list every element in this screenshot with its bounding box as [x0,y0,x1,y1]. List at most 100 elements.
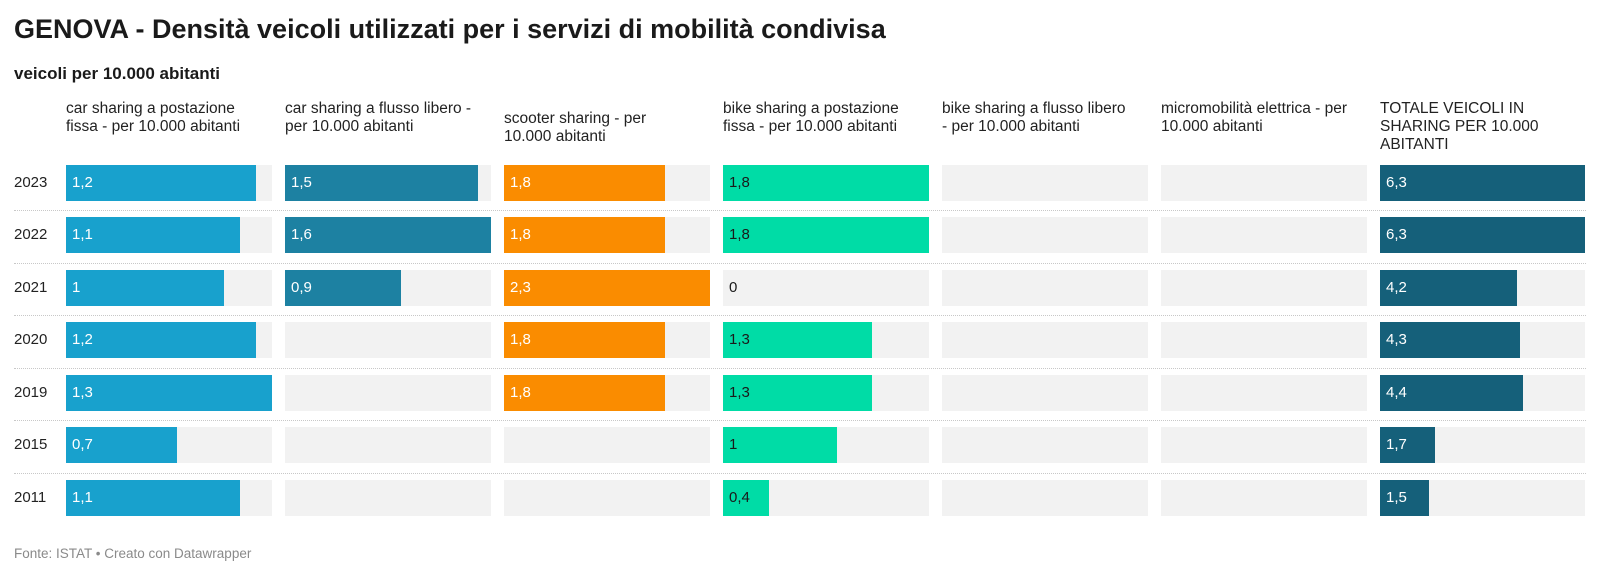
data-label: 1,5 [1386,489,1407,506]
row-separator [14,420,1586,421]
chart-subtitle: veicoli per 10.000 abitanti [14,64,220,83]
bar [66,427,177,463]
data-label: 0,7 [72,436,93,453]
data-label: 1,8 [729,174,750,191]
bar [504,322,665,358]
bar-track [285,375,491,411]
column-header: bike sharing a flusso libero - per 10.00… [942,100,1126,135]
bar-track [1161,217,1367,253]
bar-track [942,480,1148,516]
bar [723,427,837,463]
bar-track [1161,165,1367,201]
data-label: 1,8 [729,226,750,243]
bar [504,270,710,306]
year-label: 2022 [14,226,48,243]
bar-track [285,480,491,516]
bar [504,165,665,201]
data-label: 1,1 [72,226,93,243]
data-label: 1,5 [291,174,312,191]
bar-track [504,480,710,516]
bar-track [1161,427,1367,463]
bar [1380,480,1429,516]
bar [1380,165,1585,201]
column-header: car sharing a postazione fissa - per 10.… [66,100,241,135]
data-label: 1,8 [510,384,531,401]
bar [1380,270,1517,306]
bar-track [942,427,1148,463]
bar [66,375,272,411]
bar [285,270,401,306]
bar-track [723,270,929,306]
bar [285,217,491,253]
bar [723,480,769,516]
bar [723,217,929,253]
bar-track [942,322,1148,358]
data-label: 1 [72,279,81,296]
source-footer: Fonte: ISTAT • Creato con Datawrapper [14,546,252,561]
year-label: 2019 [14,384,48,401]
data-label: 4,4 [1386,384,1407,401]
year-label: 2015 [14,436,48,453]
column-header: scooter sharing - per 10.000 abitanti [504,110,647,145]
data-label: 1,6 [291,226,312,243]
bar [66,165,256,201]
bar [1380,217,1585,253]
year-label: 2023 [14,174,48,191]
data-label: 1,3 [729,384,750,401]
bar-track [942,217,1148,253]
column-header: TOTALE VEICOLI IN SHARING PER 10.000 ABI… [1380,100,1539,153]
bar [66,217,240,253]
bar [1380,427,1435,463]
row-separator [14,263,1586,264]
bar [66,270,224,306]
row-separator [14,473,1586,474]
row-separator [14,368,1586,369]
bar [1380,322,1520,358]
bar-track [1161,322,1367,358]
bar-track [1161,270,1367,306]
bar-track [504,427,710,463]
bar [504,217,665,253]
bar [285,165,478,201]
bar-track [1161,375,1367,411]
data-label: 6,3 [1386,226,1407,243]
data-label: 0,4 [729,489,750,506]
bar [66,322,256,358]
data-label: 1,8 [510,331,531,348]
data-label: 1,2 [72,174,93,191]
year-label: 2011 [14,489,47,506]
data-label: 6,3 [1386,174,1407,191]
column-header: micromobilità elettrica - per 10.000 abi… [1161,100,1348,135]
data-label: 4,2 [1386,279,1407,296]
row-separator [14,315,1586,316]
bar-track [285,427,491,463]
data-label: 4,3 [1386,331,1407,348]
year-label: 2020 [14,331,48,348]
bar-track [1161,480,1367,516]
data-label: 1,3 [72,384,93,401]
year-label: 2021 [14,279,48,296]
row-separator [14,210,1586,211]
bar-track [942,165,1148,201]
column-header: bike sharing a postazione fissa - per 10… [723,100,899,135]
bar [723,165,929,201]
bar [504,375,665,411]
data-label: 1,3 [729,331,750,348]
bar [66,480,240,516]
bar [1380,375,1523,411]
bar-track [942,375,1148,411]
bar-track [942,270,1148,306]
data-label: 0 [729,279,738,296]
bar [723,322,872,358]
data-label: 1,7 [1386,436,1407,453]
column-header: car sharing a flusso libero - per 10.000… [285,100,472,135]
chart-title: GENOVA - Densità veicoli utilizzati per … [14,14,886,44]
data-label: 1,8 [510,226,531,243]
data-label: 1,1 [72,489,93,506]
data-label: 1,8 [510,174,531,191]
bar-track [285,322,491,358]
data-label: 1,2 [72,331,93,348]
data-label: 2,3 [510,279,531,296]
bar [723,375,872,411]
data-label: 1 [729,436,738,453]
